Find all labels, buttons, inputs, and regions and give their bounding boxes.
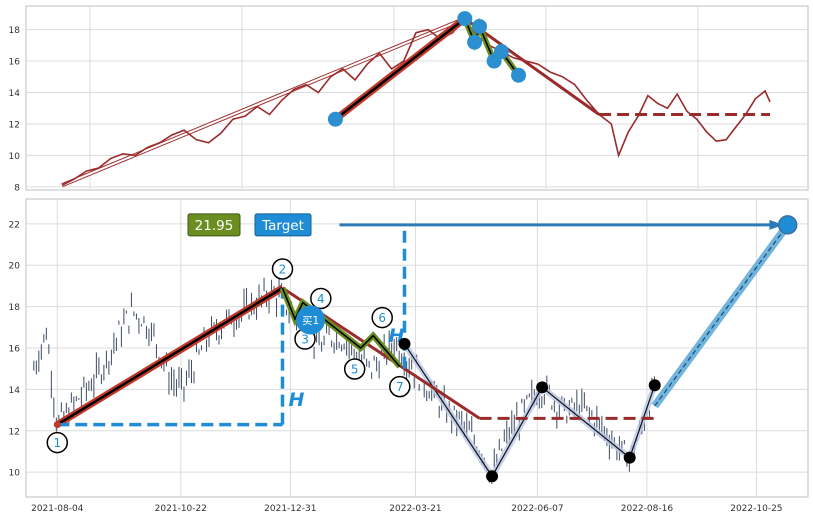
wave-point-label: 2 xyxy=(279,262,287,276)
bottom-y-tick-label: 18 xyxy=(9,303,21,313)
top-leg-up-core xyxy=(334,17,466,121)
projection-core xyxy=(654,224,789,407)
wave-point-label: 6 xyxy=(378,311,386,325)
bottom-y-tick-label: 20 xyxy=(9,262,21,272)
top-y-tick-labels: 8 10 12 14 16 18 xyxy=(9,26,21,193)
wave-point-circle xyxy=(310,287,332,310)
top-plot-area xyxy=(61,11,771,188)
top-y-tick-label: 16 xyxy=(9,58,21,68)
bottom-x-tick-labels: 2021-08-04 2021-10-22 2021-12-31 2022-03-21… xyxy=(31,504,782,514)
top-marker xyxy=(327,111,343,127)
top-marker xyxy=(457,11,473,27)
wave-point-circle xyxy=(271,258,294,280)
bottom-x-tick-label: 2021-12-31 xyxy=(264,504,316,514)
swing-point xyxy=(398,337,411,350)
wave-point-circle xyxy=(46,431,69,454)
bottom-height-label-left: H xyxy=(288,389,304,411)
bottom-zigzag-core xyxy=(281,287,401,368)
top-y-tick-label: 18 xyxy=(9,26,21,36)
buy-marker-circle xyxy=(296,305,326,335)
wave-start-dot xyxy=(53,421,61,429)
bottom-grid xyxy=(26,199,808,497)
value-badge-box xyxy=(187,213,241,237)
bottom-y-tick-label: 10 xyxy=(9,469,21,479)
target-badge-box xyxy=(254,213,312,237)
top-leg-down xyxy=(463,17,600,116)
swing-point xyxy=(623,451,636,464)
top-panel: 8 10 12 14 16 18 xyxy=(9,5,809,193)
wave-point-label: 3 xyxy=(301,333,309,347)
top-y-tick-label: 8 xyxy=(14,183,20,193)
top-y-tick-label: 12 xyxy=(9,120,20,130)
bottom-leg-up-core xyxy=(56,286,284,426)
bottom-y-tick-label: 22 xyxy=(9,220,20,230)
bottom-x-tick-label: 2022-03-21 xyxy=(389,504,441,514)
top-y-tick-label: 10 xyxy=(9,152,21,162)
bottom-y-tick-label: 14 xyxy=(9,386,21,396)
value-badge-text: 21.95 xyxy=(195,218,234,234)
top-marker xyxy=(493,44,509,60)
top-plot-frame xyxy=(25,5,809,191)
wave-point-circle xyxy=(371,306,393,329)
target-badge-text: Target xyxy=(261,218,304,234)
top-marker xyxy=(471,18,487,34)
wave-point-label: 1 xyxy=(53,436,61,450)
wave-point-label: 7 xyxy=(396,380,404,394)
swing-point xyxy=(486,470,499,483)
bottom-x-tick-label: 2021-10-22 xyxy=(155,504,207,514)
bottom-x-tick-label: 2022-10-25 xyxy=(730,504,782,514)
wave-point-label: 4 xyxy=(317,292,325,306)
top-y-tick-label: 14 xyxy=(9,89,21,99)
wave-point-circle xyxy=(343,358,366,380)
top-trend-arrow-fill xyxy=(61,17,466,187)
bottom-y-tick-label: 16 xyxy=(9,345,21,355)
target-badge: Target xyxy=(254,213,312,237)
buy-marker-label: 买1 xyxy=(302,315,319,327)
wave-point-circle xyxy=(389,375,411,398)
target-arrow-head xyxy=(769,219,784,230)
value-badge: 21.95 xyxy=(187,213,241,237)
top-marker xyxy=(467,34,483,50)
target-point xyxy=(777,215,798,235)
bottom-y-tick-label: 12 xyxy=(9,427,20,437)
bottom-x-tick-label: 2022-08-16 xyxy=(621,504,674,514)
bottom-y-tick-labels: 10 12 14 16 18 20 22 xyxy=(9,220,21,478)
bottom-x-tick-label: 2021-08-04 xyxy=(31,504,84,514)
top-grid xyxy=(26,6,808,190)
swing-point xyxy=(536,381,549,394)
wave-point-label: 5 xyxy=(351,363,359,377)
bottom-x-tick-label: 2022-06-07 xyxy=(511,504,563,514)
top-marker xyxy=(511,67,527,83)
swing-point xyxy=(648,379,661,392)
